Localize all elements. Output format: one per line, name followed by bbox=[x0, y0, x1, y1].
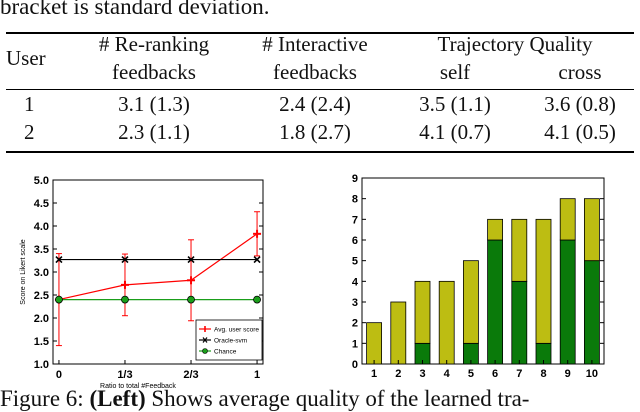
y-tick-label: 4 bbox=[352, 276, 359, 288]
data-point bbox=[55, 256, 63, 264]
y-tick-label: 8 bbox=[352, 194, 358, 206]
x-tick-label: 4 bbox=[444, 368, 451, 380]
bar-top-segment bbox=[438, 280, 455, 365]
legend-label: Chance bbox=[214, 349, 237, 356]
row2-cross: 4.1 (0.5) bbox=[544, 120, 616, 144]
header-rerank-line2: feedbacks bbox=[112, 60, 196, 84]
header-cross: cross bbox=[558, 60, 602, 84]
y-tick-label: 1.0 bbox=[34, 359, 49, 371]
bar-top-segment bbox=[583, 198, 600, 262]
row2-rerank: 2.3 (1.1) bbox=[118, 120, 190, 144]
y-tick-label: 5.0 bbox=[34, 175, 49, 187]
figure-caption: Figure 6: (Left) Shows average quality o… bbox=[0, 386, 529, 412]
row2-interactive: 1.8 (2.7) bbox=[279, 120, 351, 144]
row2-user: 2 bbox=[24, 120, 35, 144]
y-tick-label: 0 bbox=[352, 359, 358, 371]
x-tick-label: 2 bbox=[395, 368, 401, 380]
bar-top-segment bbox=[487, 218, 504, 241]
row1-cross: 3.6 (0.8) bbox=[544, 92, 616, 116]
y-tick-label: 3.0 bbox=[34, 267, 49, 279]
x-tick-label: 1 bbox=[371, 368, 377, 380]
y-axis-label: Score on Likert scale bbox=[20, 239, 27, 304]
y-tick-label: 1.5 bbox=[34, 336, 49, 348]
y-tick-label: 2.0 bbox=[34, 313, 49, 325]
figure-caption-bold: (Left) bbox=[89, 386, 146, 411]
y-tick-label: 9 bbox=[352, 173, 358, 185]
y-tick-label: 5 bbox=[352, 256, 358, 268]
bar-bottom-segment bbox=[487, 239, 504, 365]
figure-caption-rest: Shows average quality of the learned tra… bbox=[145, 386, 530, 411]
bar-top-segment bbox=[559, 198, 576, 241]
legend-marker bbox=[202, 337, 208, 343]
x-tick-label: 2/3 bbox=[183, 369, 198, 381]
x-axis-label: Ratio to total #Feedback bbox=[100, 383, 176, 390]
table-mid-rule bbox=[6, 89, 634, 90]
legend-label: Avg. user score bbox=[214, 327, 259, 334]
legend-box bbox=[195, 319, 263, 361]
header-interactive-line2: feedbacks bbox=[273, 60, 357, 84]
data-point bbox=[187, 256, 195, 264]
legend-label: Oracle-svm bbox=[214, 338, 247, 345]
row1-rerank: 3.1 (1.3) bbox=[118, 92, 190, 116]
x-tick-label: 3 bbox=[419, 368, 425, 380]
data-point bbox=[253, 256, 261, 264]
data-point bbox=[253, 229, 262, 238]
data-point bbox=[55, 295, 63, 304]
row1-self: 3.5 (1.1) bbox=[419, 92, 491, 116]
x-tick-label: 1/3 bbox=[117, 369, 132, 381]
x-tick-label: 7 bbox=[516, 368, 522, 380]
x-tick-label: 9 bbox=[565, 368, 571, 380]
y-tick-label: 7 bbox=[352, 214, 358, 226]
bar-top-segment bbox=[511, 218, 528, 282]
data-point bbox=[187, 295, 195, 304]
figure-caption-prefix: Figure 6: bbox=[0, 386, 90, 411]
data-point bbox=[120, 280, 129, 289]
x-tick-label: 1 bbox=[254, 369, 260, 381]
x-tick-label: 8 bbox=[540, 368, 546, 380]
stacked-bar-chart: 0 1 2 3 4 5 6 7 8 9 1 2 3 4 5 6 7 8 9 10 bbox=[352, 173, 605, 380]
y-tick-label: 3 bbox=[352, 297, 358, 309]
header-trajectory-quality: Trajectory Quality bbox=[437, 32, 593, 56]
y-tick-label: 4.5 bbox=[34, 198, 49, 210]
data-point bbox=[187, 276, 196, 285]
x-tick-label: 10 bbox=[586, 368, 598, 380]
y-tick-label: 2 bbox=[352, 318, 358, 330]
row1-interactive: 2.4 (2.4) bbox=[279, 92, 351, 116]
x-tick-label: 5 bbox=[468, 368, 474, 380]
y-tick-label: 1 bbox=[352, 338, 358, 350]
y-tick-label: 2.5 bbox=[34, 290, 49, 302]
y-tick-label: 6 bbox=[352, 235, 358, 247]
row2-self: 4.1 (0.7) bbox=[419, 120, 491, 144]
row1-user: 1 bbox=[24, 92, 35, 116]
header-self: self bbox=[439, 60, 471, 84]
data-point bbox=[121, 256, 129, 264]
header-interactive-line1: # Interactive bbox=[262, 32, 368, 56]
bar-bottom-segment bbox=[583, 260, 600, 365]
bar-bottom-segment bbox=[511, 280, 528, 365]
bar-top-segment bbox=[366, 322, 383, 365]
header-rerank-line1: # Re-ranking bbox=[98, 32, 210, 56]
x-tick-label: 0 bbox=[56, 369, 62, 381]
y-tick-label: 4.0 bbox=[34, 221, 49, 233]
table-bottom-rule bbox=[6, 151, 634, 153]
top-caption: bracket is standard deviation. bbox=[0, 0, 270, 19]
bar-bottom-segment bbox=[559, 239, 576, 365]
series-line-0 bbox=[58, 233, 258, 301]
bar-top-segment bbox=[462, 260, 479, 344]
header-user: User bbox=[6, 46, 46, 70]
line-chart: 1.0 1.5 2.0 2.5 3.0 3.5 4.0 4.5 5.0 0 1/3 2/3 1 Ratio… bbox=[20, 175, 264, 390]
table-top-rule bbox=[6, 32, 634, 34]
data-point bbox=[121, 295, 129, 304]
data-point bbox=[253, 295, 261, 304]
legend-marker bbox=[202, 348, 208, 354]
y-tick-label: 3.5 bbox=[34, 244, 49, 256]
x-tick-label: 6 bbox=[492, 368, 498, 380]
bar-top-segment bbox=[535, 218, 552, 344]
bar-top-segment bbox=[390, 301, 407, 365]
bar-top-segment bbox=[414, 280, 431, 344]
